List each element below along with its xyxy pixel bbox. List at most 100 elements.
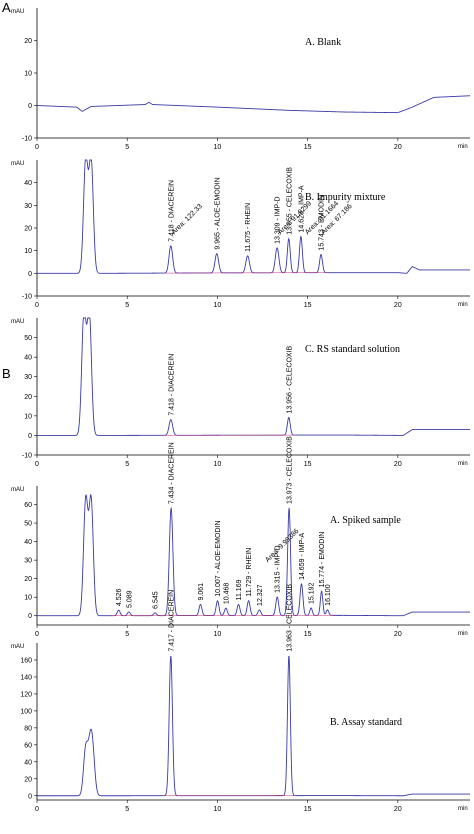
area-annotation: Area: 122.33 <box>171 203 204 236</box>
x-tick-label: 0 <box>35 144 39 151</box>
peak-label: 7.417 - DIACEREIN <box>168 590 175 652</box>
x-tick-label: 10 <box>214 144 222 151</box>
x-unit-label: min <box>458 144 468 150</box>
y-tick-label: 50 <box>24 335 32 342</box>
peak-label: 11.729 - RHEIN <box>246 548 253 597</box>
peak-label: 13.955 - CELECOXIB <box>286 167 293 235</box>
peak-label: 12.327 <box>257 584 264 606</box>
y-tick-label: 10 <box>24 413 32 420</box>
y-tick-label: 30 <box>24 203 32 210</box>
peak-label: 10.468 <box>223 583 230 605</box>
y-tick-label: 50 <box>24 521 32 528</box>
chromatogram-trace <box>37 655 470 797</box>
y-unit-label: mAU <box>11 319 24 325</box>
x-tick-label: 15 <box>304 631 312 638</box>
x-tick-label: 10 <box>214 631 222 638</box>
y-tick-label: 30 <box>24 374 32 381</box>
peak-label: 11.675 - RHEIN <box>245 203 252 252</box>
peak-label: 13.963 - CELECOXIB <box>286 584 293 652</box>
y-tick-label: 40 <box>24 355 32 362</box>
peak-label: 13.956 - CELECOXIB <box>286 345 293 413</box>
x-tick-label: 20 <box>394 461 402 468</box>
y-tick-label: 0 <box>28 433 32 440</box>
chromatogram-trace <box>37 159 470 274</box>
x-tick-label: 0 <box>35 302 39 309</box>
peak-label: 15.192 <box>309 582 316 604</box>
chart-title: C. RS standard solution <box>305 344 400 355</box>
y-tick-label: 40 <box>24 180 32 187</box>
x-tick-label: 5 <box>125 461 129 468</box>
y-tick-label: 0 <box>28 613 32 620</box>
x-tick-label: 0 <box>35 461 39 468</box>
y-tick-label: 0 <box>28 271 32 278</box>
peak-label: 14.659 - IMP-A <box>299 533 306 580</box>
y-tick-label: 10 <box>24 248 32 255</box>
y-tick-label: 60 <box>24 742 32 749</box>
x-tick-label: 5 <box>125 631 129 638</box>
y-tick-label: 10 <box>24 595 32 602</box>
peak-label: 15.743 - EMODIN <box>319 195 326 251</box>
x-tick-label: 15 <box>304 144 312 151</box>
y-tick-label: 20 <box>24 394 32 401</box>
peak-label: 9.965 - ALOE-EMODIN <box>214 177 221 249</box>
peak-label: 11.169 <box>236 579 243 600</box>
y-tick-label: 140 <box>20 674 32 681</box>
x-tick-label: 5 <box>125 302 129 309</box>
peak-label: 7.434 - DIACEREIN <box>169 442 176 504</box>
x-tick-label: 15 <box>304 806 312 813</box>
x-unit-label: min <box>458 806 468 812</box>
y-tick-label: 10 <box>24 71 32 78</box>
y-tick-label: -10 <box>22 453 32 460</box>
peak-label: 4.526 <box>116 589 123 607</box>
chart-title: A. Blank <box>305 37 341 48</box>
y-tick-label: 40 <box>24 759 32 766</box>
x-tick-label: 0 <box>35 631 39 638</box>
peak-label: 13.309 - IMP-D <box>275 196 282 243</box>
peak-label: 9.061 <box>198 583 205 601</box>
x-tick-label: 20 <box>394 631 402 638</box>
chart-title: B. Assay standard <box>330 717 402 728</box>
x-tick-label: 10 <box>214 806 222 813</box>
chromatogram-trace <box>37 317 470 436</box>
peak-label: 7.418 - DIACEREIN <box>168 180 175 242</box>
x-tick-label: 20 <box>394 302 402 309</box>
y-unit-label: mAU <box>11 161 24 167</box>
x-unit-label: min <box>458 302 468 308</box>
y-tick-label: 100 <box>20 708 32 715</box>
x-unit-label: min <box>458 631 468 637</box>
y-tick-label: 0 <box>28 793 32 800</box>
x-tick-label: 10 <box>214 461 222 468</box>
y-tick-label: 160 <box>20 657 32 664</box>
chart-title: B. Impurity mixture <box>305 192 386 203</box>
chromatogram-trace <box>37 493 470 617</box>
y-tick-label: -10 <box>22 136 32 143</box>
peak-label: 15.774 - EMODIN <box>319 532 326 588</box>
peak-label: 7.418 - DIACEREIN <box>168 354 175 416</box>
y-tick-label: -10 <box>22 294 32 301</box>
peak-label: 13.973 - CELECOXIB <box>287 436 294 504</box>
x-tick-label: 20 <box>394 144 402 151</box>
y-tick-label: 80 <box>24 725 32 732</box>
y-tick-label: 120 <box>20 691 32 698</box>
x-tick-label: 15 <box>304 461 312 468</box>
y-unit-label: mAU <box>11 644 24 650</box>
section-label-a: A <box>2 0 11 15</box>
peak-label: 16.100 <box>325 584 332 606</box>
x-tick-label: 5 <box>125 144 129 151</box>
x-unit-label: min <box>458 461 468 467</box>
y-tick-label: 20 <box>24 776 32 783</box>
x-tick-label: 5 <box>125 806 129 813</box>
y-tick-label: 40 <box>24 539 32 546</box>
peak-label: 13.315 - IMP-D <box>275 545 282 592</box>
section-label-b: B <box>2 366 11 381</box>
peak-label: 10.007 - ALOE-EMODIN <box>215 520 222 596</box>
y-tick-label: 30 <box>24 558 32 565</box>
x-tick-label: 15 <box>304 302 312 309</box>
y-tick-label: 20 <box>24 576 32 583</box>
